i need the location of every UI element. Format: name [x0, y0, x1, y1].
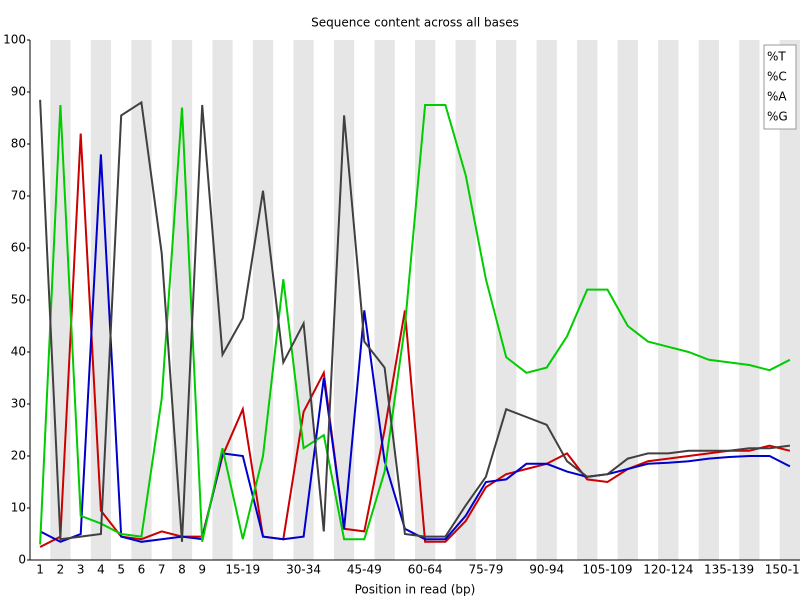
y-tick-label: 10	[11, 501, 26, 515]
x-tick-label: 1	[36, 563, 44, 577]
x-tick-label: 150-151	[765, 563, 800, 577]
x-tick-label: 75-79	[468, 563, 503, 577]
band	[577, 40, 598, 560]
band	[415, 40, 436, 560]
legend-label: %T	[767, 50, 786, 64]
band	[496, 40, 517, 560]
band	[131, 40, 152, 560]
series-line	[39, 154, 791, 543]
y-tick-label: 40	[11, 345, 26, 359]
y-tick-label: 20	[11, 449, 26, 463]
x-tick-label: 45-49	[347, 563, 382, 577]
x-tick-label: 4	[97, 563, 105, 577]
band	[739, 40, 760, 560]
series-line	[39, 104, 791, 545]
band	[212, 40, 233, 560]
band	[293, 40, 314, 560]
y-tick-label: 80	[11, 137, 26, 151]
y-tick-label: 70	[11, 189, 26, 203]
y-tick-label: 60	[11, 241, 26, 255]
y-tick-label: 0	[18, 553, 26, 567]
band	[617, 40, 638, 560]
x-tick-label: 8	[178, 563, 186, 577]
chart-title: Sequence content across all bases	[311, 16, 519, 30]
x-tick-label: 60-64	[408, 563, 443, 577]
x-axis-label: Position in read (bp)	[355, 583, 476, 597]
y-tick-label: 50	[11, 293, 26, 307]
legend-label: %A	[767, 90, 787, 104]
x-tick-label: 30-34	[286, 563, 321, 577]
x-tick-label: 3	[77, 563, 85, 577]
x-tick-label: 7	[158, 563, 166, 577]
series-line	[39, 133, 791, 548]
band	[698, 40, 719, 560]
y-tick-label: 100	[3, 33, 26, 47]
x-tick-label: 105-109	[582, 563, 632, 577]
band	[779, 40, 800, 560]
x-tick-label: 2	[57, 563, 65, 577]
legend-label: %G	[767, 110, 788, 124]
band	[536, 40, 557, 560]
x-tick-label: 90-94	[529, 563, 564, 577]
x-tick-label: 135-139	[704, 563, 754, 577]
series-line	[39, 99, 791, 542]
band	[455, 40, 476, 560]
x-tick-label: 15-19	[225, 563, 260, 577]
band	[252, 40, 274, 560]
y-tick-label: 30	[11, 397, 26, 411]
legend-label: %C	[767, 70, 787, 84]
band	[658, 40, 679, 560]
y-tick-label: 90	[11, 85, 26, 99]
x-tick-label: 5	[117, 563, 125, 577]
x-tick-label: 120-124	[643, 563, 693, 577]
x-tick-label: 6	[138, 563, 146, 577]
legend-box	[763, 44, 797, 130]
x-tick-label: 9	[198, 563, 206, 577]
